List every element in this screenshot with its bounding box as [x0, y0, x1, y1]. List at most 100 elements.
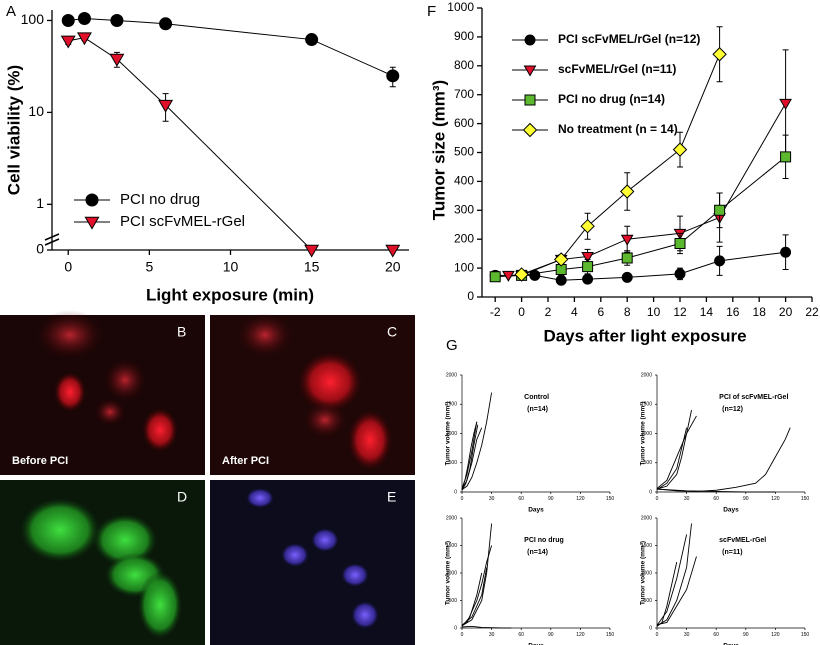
- image-c: [210, 313, 415, 475]
- annotation: Control: [524, 394, 549, 401]
- x-tick-label: 15: [304, 258, 320, 274]
- annotation: (n=12): [722, 406, 743, 413]
- y-tick-label: 2000: [641, 372, 652, 378]
- annotation: (n=14): [527, 406, 548, 413]
- x-tick-label: 30: [489, 496, 495, 502]
- marker: [582, 273, 594, 285]
- image-caption: Before PCI: [12, 455, 68, 467]
- x-tick-label: 20: [779, 305, 793, 319]
- y-axis-label: Tumor volume (mm³): [445, 541, 452, 605]
- x-tick-label: 60: [518, 496, 524, 502]
- series-line: [656, 415, 697, 490]
- x-tick-label: 5: [145, 258, 153, 274]
- x-tick-label: 0: [518, 305, 525, 319]
- legend-label: No treatment (n = 14): [558, 122, 678, 136]
- x-tick-label: 0: [656, 632, 659, 638]
- y-tick-label: 0: [649, 625, 652, 631]
- image-caption: After PCI: [222, 455, 269, 467]
- x-tick-label: 90: [548, 496, 554, 502]
- marker: [77, 12, 91, 26]
- y-tick-label: 2000: [641, 515, 652, 521]
- marker: [620, 234, 634, 246]
- y-tick-label: 200: [454, 231, 474, 245]
- x-tick-label: 4: [571, 305, 578, 319]
- image-d: [0, 480, 205, 645]
- series-line: [461, 572, 483, 627]
- y-tick-label: 0: [454, 489, 457, 495]
- marker: [109, 53, 125, 67]
- x-axis-label: Days: [723, 507, 739, 514]
- x-tick-label: 16: [726, 305, 740, 319]
- series-line: [461, 424, 479, 491]
- x-tick-label: 120: [771, 496, 780, 502]
- panel-label: A: [6, 3, 16, 20]
- marker: [158, 99, 174, 113]
- x-tick-label: 60: [713, 632, 719, 638]
- series-line: [656, 561, 678, 627]
- marker: [674, 238, 686, 250]
- y-tick-label: 100: [21, 11, 45, 27]
- marker: [780, 246, 792, 258]
- y-tick-label: 0: [36, 241, 44, 257]
- marker: [489, 271, 501, 283]
- legend-label: PCI no drug: [120, 191, 200, 208]
- series-line: [508, 103, 787, 276]
- x-tick-label: 120: [576, 496, 585, 502]
- series-line: [656, 427, 791, 492]
- y-tick-label: 1000: [446, 431, 457, 437]
- annotation: (n=14): [527, 549, 548, 556]
- x-tick-label: 150: [801, 632, 810, 638]
- x-tick-label: 90: [743, 496, 749, 502]
- y-tick-label: 1500: [641, 543, 652, 549]
- x-axis-label: Days: [528, 643, 544, 645]
- annotation: PCI no drug: [524, 537, 564, 544]
- marker: [779, 98, 792, 110]
- y-tick-label: 1: [36, 195, 44, 211]
- legend-label: scFvMEL/rGel (n=11): [558, 62, 676, 76]
- y-tick-label: 500: [449, 460, 458, 466]
- y-tick-label: 1500: [446, 543, 457, 549]
- y-tick-label: 1000: [447, 0, 474, 14]
- y-tick-label: 800: [454, 58, 474, 72]
- y-axis-label: Tumor volume (mm³): [640, 541, 647, 605]
- x-tick-label: 30: [489, 632, 495, 638]
- x-tick-label: 120: [771, 632, 780, 638]
- marker: [672, 142, 688, 157]
- series-line: [656, 488, 776, 493]
- marker: [502, 270, 515, 282]
- y-tick-label: 0: [649, 489, 652, 495]
- x-tick-label: 18: [753, 305, 767, 319]
- y-tick-label: 1000: [446, 570, 457, 576]
- legend-label: PCI scFvMEL/rGel (n=12): [558, 32, 700, 46]
- image-label: C: [387, 324, 397, 340]
- x-tick-label: 10: [647, 305, 661, 319]
- x-tick-label: 120: [576, 632, 585, 638]
- x-tick-label: 2: [545, 305, 552, 319]
- y-tick-label: 1500: [446, 402, 457, 408]
- series-line: [461, 421, 478, 490]
- x-tick-label: 0: [461, 496, 464, 502]
- marker: [712, 47, 727, 62]
- y-axis-label: Cell viability (%): [4, 65, 23, 195]
- x-tick-label: 22: [805, 305, 819, 319]
- y-tick-label: 0: [467, 289, 474, 303]
- series-line: [656, 410, 692, 489]
- marker: [621, 271, 633, 283]
- marker: [714, 255, 726, 267]
- x-tick-label: 90: [548, 632, 554, 638]
- legend-marker: [84, 216, 100, 230]
- marker: [386, 69, 400, 83]
- marker: [61, 13, 75, 27]
- marker: [60, 35, 76, 49]
- marker: [581, 252, 594, 264]
- series-line: [461, 567, 488, 626]
- marker: [621, 252, 633, 264]
- series-line: [656, 427, 688, 491]
- marker: [305, 33, 319, 47]
- marker: [619, 184, 635, 199]
- legend-label: PCI no drug (n=14): [558, 92, 665, 106]
- image-e: [210, 480, 415, 645]
- x-tick-label: 6: [597, 305, 604, 319]
